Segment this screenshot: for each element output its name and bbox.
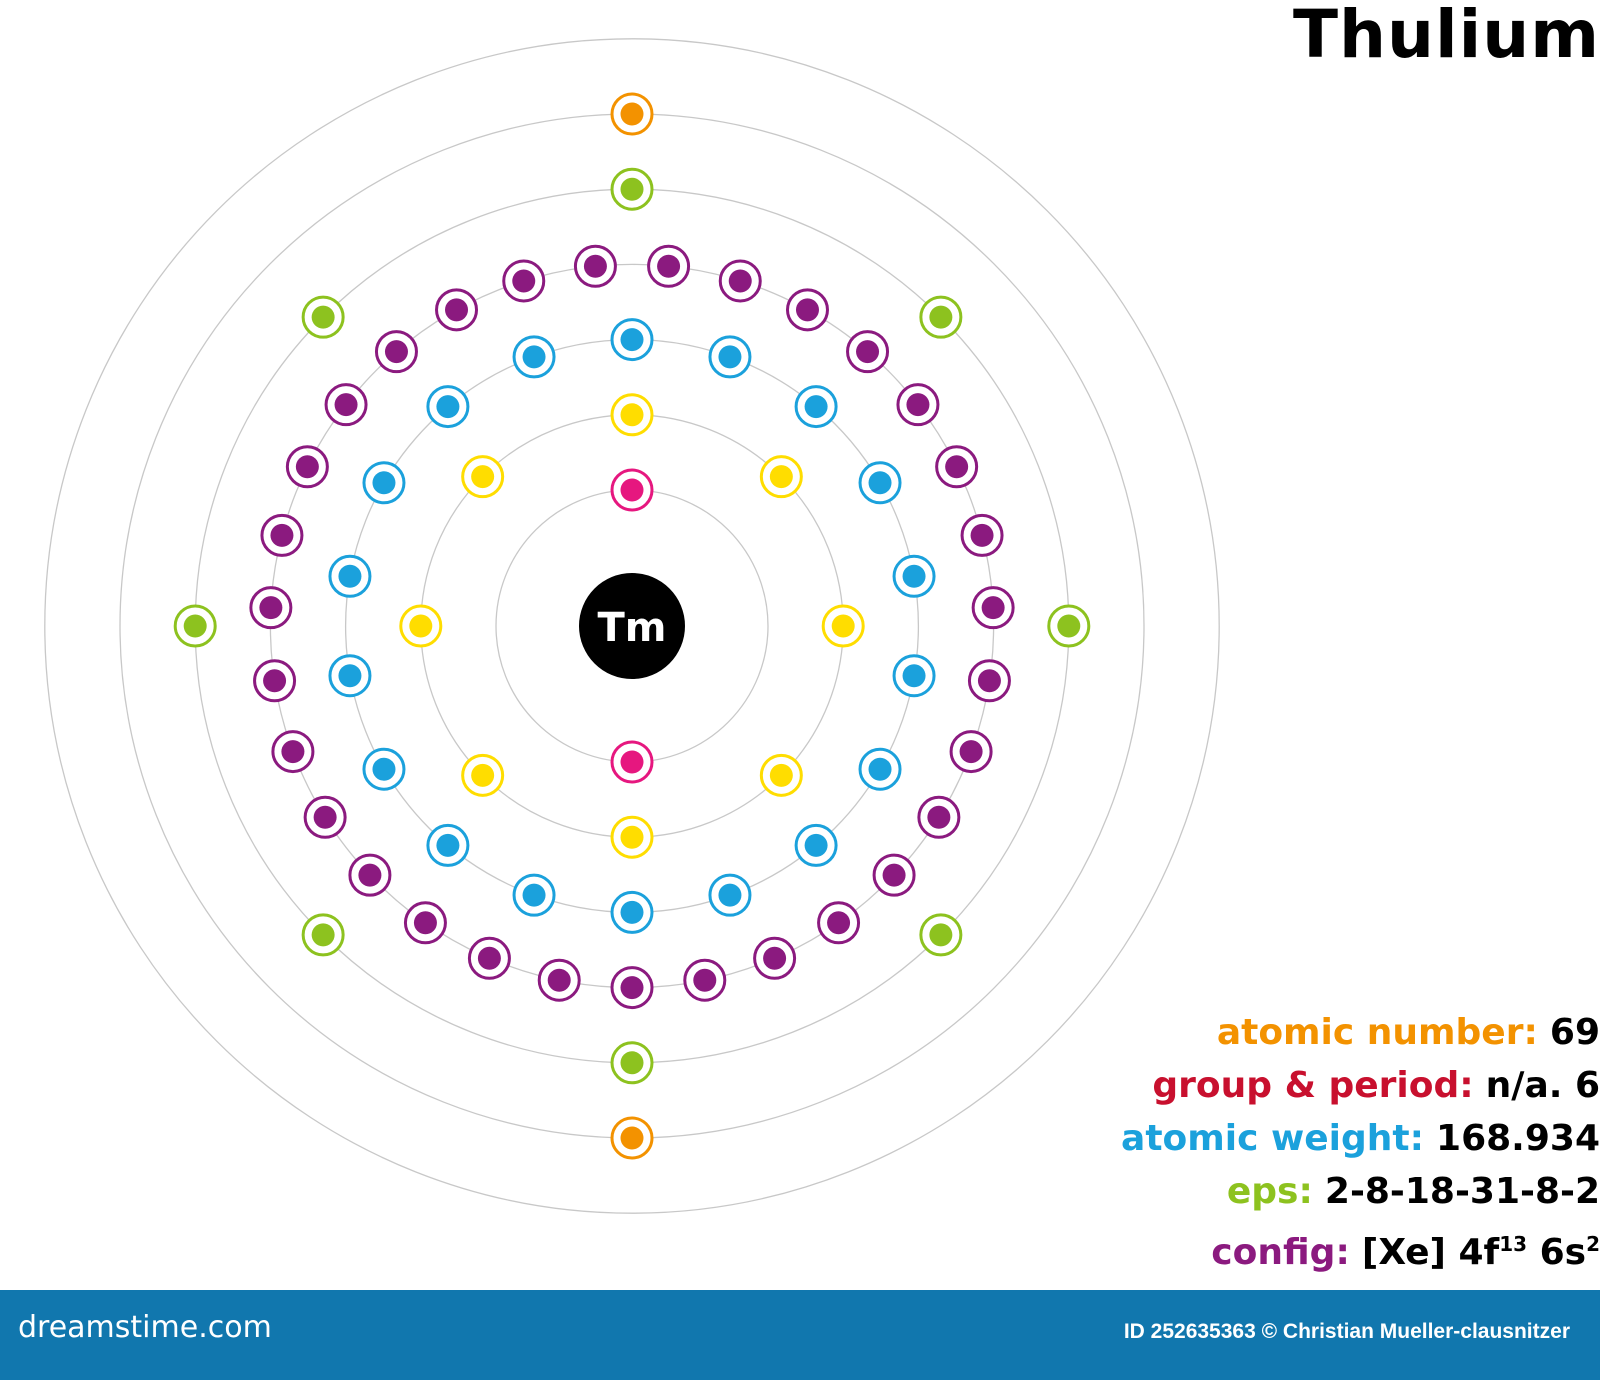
- electron-shell-3: [328, 654, 372, 698]
- electron-shell-3: [858, 747, 902, 791]
- electron-shell-3: [512, 873, 556, 917]
- electron-shell-2: [399, 604, 443, 648]
- electron-shell-3: [328, 554, 372, 598]
- electron-shell-4: [949, 730, 993, 774]
- group-period-value: n/a. 6: [1485, 1065, 1600, 1106]
- electron-shell-4: [285, 445, 329, 489]
- electron-shell-4: [348, 853, 392, 897]
- electrons: [173, 92, 1091, 1160]
- electron-shell-5: [919, 295, 963, 339]
- electron-shell-3: [362, 747, 406, 791]
- electron-shell-2: [759, 753, 803, 797]
- electron-shell-4: [817, 901, 861, 945]
- electron-shell-5: [173, 604, 217, 648]
- electron-shell-4: [967, 659, 1011, 703]
- electron-shell-4: [249, 586, 293, 630]
- electron-shell-4: [753, 936, 797, 980]
- config-sup1: 13: [1499, 1232, 1528, 1256]
- electron-shell-4: [303, 795, 347, 839]
- electron-shell-5: [301, 913, 345, 957]
- electron-shell-5: [1047, 604, 1091, 648]
- element-symbol: Tm: [598, 605, 667, 651]
- electron-shell-5: [610, 167, 654, 211]
- eps-label: eps:: [1226, 1171, 1313, 1212]
- config-row: config: [Xe] 4f13 6s2: [1121, 1218, 1600, 1279]
- electron-shell-3: [362, 461, 406, 505]
- footer-bar: dreamstime.com ID 252635363 © Christian …: [0, 1290, 1600, 1380]
- electron-shell-4: [785, 288, 829, 332]
- electron-shell-3: [426, 823, 470, 867]
- nucleus: [579, 573, 685, 679]
- electron-shell-2: [610, 815, 654, 859]
- electron-shell-3: [858, 461, 902, 505]
- electron-shell-4: [324, 383, 368, 427]
- electron-shell-4: [896, 383, 940, 427]
- electron-shell-4: [683, 958, 727, 1002]
- electron-shell-2: [821, 604, 865, 648]
- electron-shell-4: [573, 244, 617, 288]
- electron-shell-4: [253, 659, 297, 703]
- electron-shell-3: [892, 554, 936, 598]
- atom-diagram: Tm: [44, 38, 1220, 1214]
- group-period-label: group & period:: [1152, 1065, 1474, 1106]
- electron-shell-4: [271, 730, 315, 774]
- element-info: atomic number: 69 group & period: n/a. 6 a…: [1121, 1006, 1600, 1279]
- electron-shell-3: [426, 385, 470, 429]
- electron-shell-4: [647, 244, 691, 288]
- element-name: Thulium: [1293, 0, 1600, 73]
- electron-shell-4: [374, 330, 418, 374]
- electron-shell-4: [403, 901, 447, 945]
- electron-shell-3: [794, 385, 838, 429]
- electron-shell-4: [935, 445, 979, 489]
- electron-shell-2: [461, 455, 505, 499]
- eps-value: 2-8-18-31-8-2: [1324, 1171, 1600, 1212]
- electron-shell-4: [718, 259, 762, 303]
- electron-shell-1: [610, 740, 654, 784]
- config-label: config:: [1211, 1232, 1350, 1273]
- group-period-row: group & period: n/a. 6: [1121, 1059, 1600, 1112]
- atomic-weight-row: atomic weight: 168.934: [1121, 1112, 1600, 1165]
- electron-shell-3: [794, 823, 838, 867]
- electron-shell-3: [610, 890, 654, 934]
- electron-shell-4: [260, 513, 304, 557]
- electron-shell-4: [872, 853, 916, 897]
- config-value: [Xe] 4f13 6s2: [1362, 1232, 1600, 1273]
- config-sup2: 2: [1586, 1232, 1600, 1256]
- electron-shell-5: [919, 913, 963, 957]
- electron-shell-5: [301, 295, 345, 339]
- electron-shell-4: [435, 288, 479, 332]
- atomic-weight-value: 168.934: [1436, 1118, 1600, 1159]
- electron-shell-3: [708, 335, 752, 379]
- atomic-weight-label: atomic weight:: [1121, 1118, 1425, 1159]
- eps-row: eps: 2-8-18-31-8-2: [1121, 1165, 1600, 1218]
- config-part2: 6s: [1527, 1232, 1587, 1273]
- electron-shell-4: [610, 966, 654, 1010]
- image-credit: ID 252635363 © Christian Mueller-clausni…: [1123, 1320, 1570, 1343]
- electron-shell-4: [846, 330, 890, 374]
- electron-shell-6: [610, 1116, 654, 1160]
- atomic-number-value: 69: [1549, 1012, 1600, 1053]
- electron-shell-2: [610, 393, 654, 437]
- electron-shell-3: [610, 318, 654, 362]
- electron-shell-5: [610, 1041, 654, 1085]
- electron-shell-2: [461, 753, 505, 797]
- electron-shell-4: [971, 586, 1015, 630]
- electron-shell-3: [892, 654, 936, 698]
- electron-shell-4: [960, 513, 1004, 557]
- electron-shell-4: [467, 936, 511, 980]
- electron-shell-3: [708, 873, 752, 917]
- electron-shell-4: [502, 259, 546, 303]
- atomic-number-row: atomic number: 69: [1121, 1006, 1600, 1059]
- electron-shell-1: [610, 468, 654, 512]
- orbit-shell-7: [44, 38, 1220, 1214]
- electron-shell-6: [610, 92, 654, 136]
- brand-logo[interactable]: dreamstime.com: [18, 1310, 272, 1345]
- electron-shell-2: [759, 455, 803, 499]
- electron-shell-3: [512, 335, 556, 379]
- electron-shell-4: [917, 795, 961, 839]
- config-part1: [Xe] 4f: [1361, 1232, 1500, 1273]
- atomic-number-label: atomic number:: [1216, 1012, 1538, 1053]
- electron-shell-4: [537, 958, 581, 1002]
